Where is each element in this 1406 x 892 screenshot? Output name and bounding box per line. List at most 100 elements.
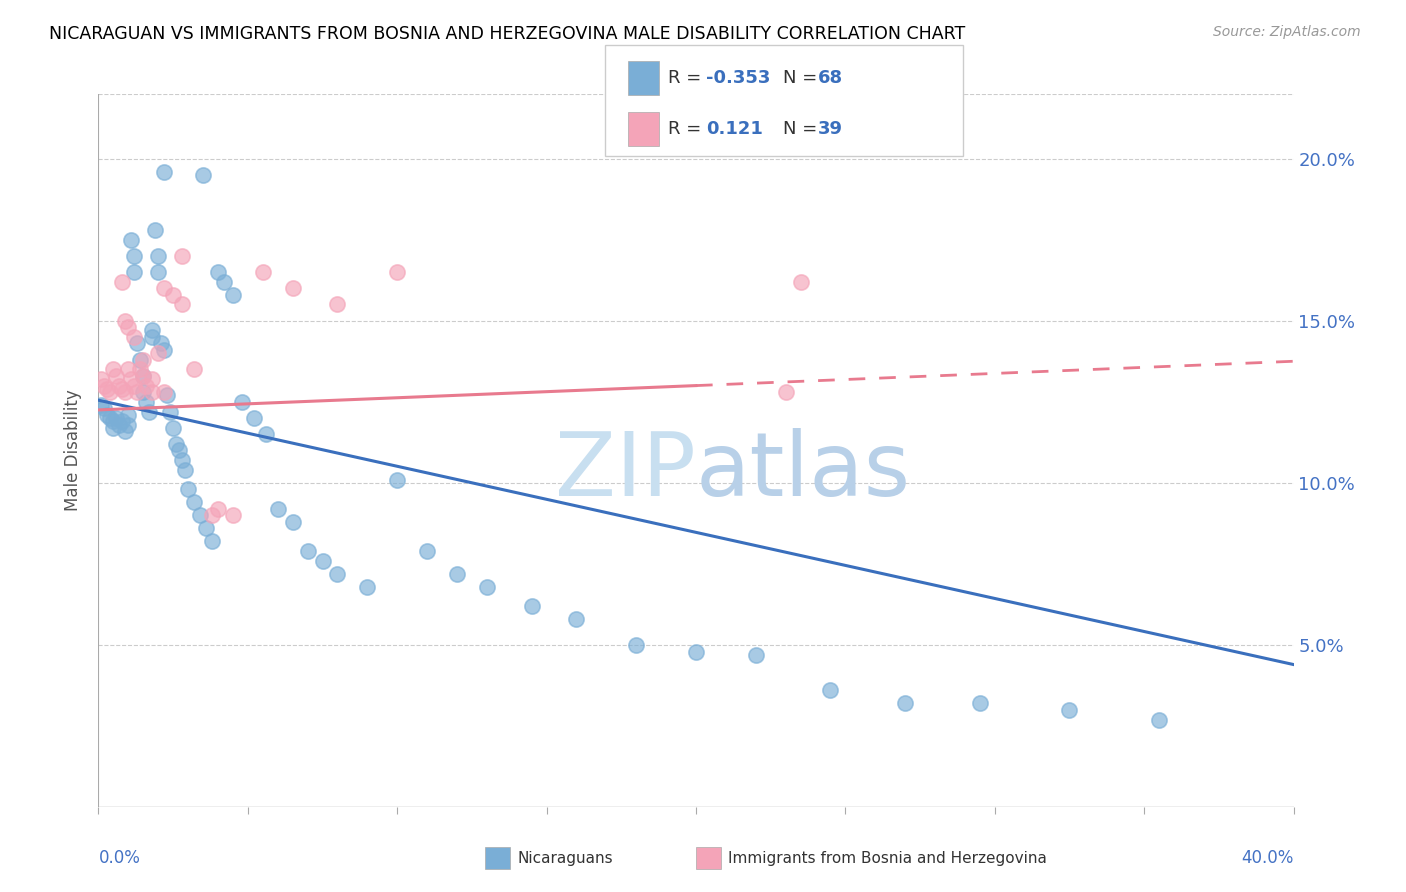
Point [114, 385, 136, 400]
Point [201, 534, 224, 549]
Point [105, 368, 128, 383]
Point [108, 417, 131, 432]
Point [143, 223, 166, 237]
Point [162, 287, 184, 301]
Point [93, 378, 115, 392]
Point [117, 408, 139, 422]
Point [153, 385, 176, 400]
Point [111, 414, 134, 428]
Point [172, 249, 194, 263]
Text: 0.121: 0.121 [706, 120, 762, 138]
Text: NICARAGUAN VS IMMIGRANTS FROM BOSNIA AND HERZEGOVINA MALE DISABILITY CORRELATION: NICARAGUAN VS IMMIGRANTS FROM BOSNIA AND… [49, 25, 966, 43]
Point [1059, 703, 1081, 717]
Point [132, 385, 155, 400]
Text: 0.0%: 0.0% [98, 849, 141, 867]
Point [222, 287, 245, 301]
Point [117, 362, 139, 376]
Point [120, 372, 142, 386]
Text: -0.353: -0.353 [706, 69, 770, 87]
Point [183, 495, 205, 509]
Point [132, 368, 155, 383]
Point [231, 394, 253, 409]
Point [183, 362, 205, 376]
Point [820, 683, 842, 698]
Point [120, 233, 142, 247]
Point [172, 297, 194, 311]
Point [124, 249, 146, 263]
Text: R =: R = [668, 120, 707, 138]
Point [153, 164, 176, 178]
Point [894, 697, 917, 711]
Text: N =: N = [783, 69, 823, 87]
Point [93, 401, 115, 416]
Point [243, 411, 266, 425]
Point [148, 265, 170, 279]
Point [135, 394, 157, 409]
Point [129, 362, 152, 376]
Point [132, 368, 155, 383]
Point [416, 544, 439, 558]
Point [153, 343, 176, 357]
Point [165, 437, 187, 451]
Point [326, 297, 349, 311]
Point [114, 314, 136, 328]
Point [124, 265, 146, 279]
Point [114, 424, 136, 438]
Point [141, 330, 163, 344]
Point [565, 612, 588, 626]
Point [281, 515, 304, 529]
Point [132, 352, 155, 367]
Point [150, 336, 173, 351]
Point [111, 275, 134, 289]
Point [252, 265, 274, 279]
Point [105, 411, 128, 425]
Point [90, 372, 112, 386]
Text: Source: ZipAtlas.com: Source: ZipAtlas.com [1213, 25, 1361, 39]
Point [159, 404, 181, 418]
Point [326, 566, 349, 581]
Point [96, 408, 118, 422]
Point [385, 265, 409, 279]
Point [141, 385, 163, 400]
Point [254, 427, 277, 442]
Point [969, 697, 991, 711]
Point [156, 388, 179, 402]
Point [201, 508, 224, 523]
Point [297, 544, 319, 558]
Text: R =: R = [668, 69, 707, 87]
Text: N =: N = [783, 120, 823, 138]
Point [153, 281, 176, 295]
Text: atlas: atlas [696, 428, 911, 516]
Point [222, 508, 245, 523]
Point [195, 521, 218, 535]
Point [626, 638, 648, 652]
Point [124, 330, 146, 344]
Point [117, 417, 139, 432]
Point [281, 281, 304, 295]
Point [141, 323, 163, 337]
Point [127, 385, 149, 400]
Point [475, 580, 498, 594]
Point [356, 580, 378, 594]
Point [385, 473, 409, 487]
Point [162, 421, 184, 435]
Text: 39: 39 [818, 120, 844, 138]
Text: Immigrants from Bosnia and Herzegovina: Immigrants from Bosnia and Herzegovina [728, 851, 1047, 865]
Text: 68: 68 [818, 69, 844, 87]
Point [167, 443, 190, 458]
Text: 40.0%: 40.0% [1241, 849, 1294, 867]
Point [207, 501, 229, 516]
Y-axis label: Male Disability: Male Disability [65, 390, 83, 511]
Point [685, 644, 707, 658]
Text: ZIP: ZIP [555, 428, 696, 516]
Point [148, 346, 170, 360]
Text: Nicaraguans: Nicaraguans [517, 851, 613, 865]
Point [124, 378, 146, 392]
Point [775, 385, 797, 400]
Point [520, 599, 543, 614]
Point [188, 508, 211, 523]
Point [103, 362, 125, 376]
Point [172, 453, 194, 467]
Point [111, 382, 134, 396]
Point [103, 414, 125, 428]
